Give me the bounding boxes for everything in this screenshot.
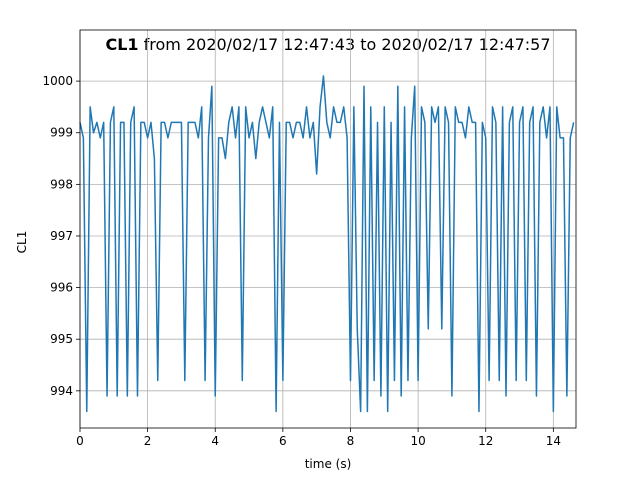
y-tick-label: 997 [50,229,73,243]
title-rest: from 2020/02/17 12:47:43 to 2020/02/17 1… [144,35,551,54]
x-tick-label: 4 [211,434,219,448]
title-bold: CL1 [105,35,138,54]
x-tick-label: 10 [410,434,425,448]
y-tick-label: 995 [50,332,73,346]
x-tick-label: 2 [144,434,152,448]
x-tick-label: 0 [76,434,84,448]
y-tick-label: 994 [50,384,73,398]
y-tick-label: 996 [50,281,73,295]
x-tick-label: 14 [546,434,561,448]
plot-frame [79,29,577,429]
y-tick-label: 999 [50,126,73,140]
y-tick-label: 998 [50,177,73,191]
y-axis-label: CL1 [15,231,29,254]
x-tick-label: 8 [347,434,355,448]
x-tick-label: 12 [478,434,493,448]
chart-title: CL1 from 2020/02/17 12:47:43 to 2020/02/… [105,35,550,54]
data-line [79,75,575,413]
x-tick-label: 6 [279,434,287,448]
y-tick-label: 1000 [42,74,73,88]
x-axis-label: time (s) [305,457,352,471]
